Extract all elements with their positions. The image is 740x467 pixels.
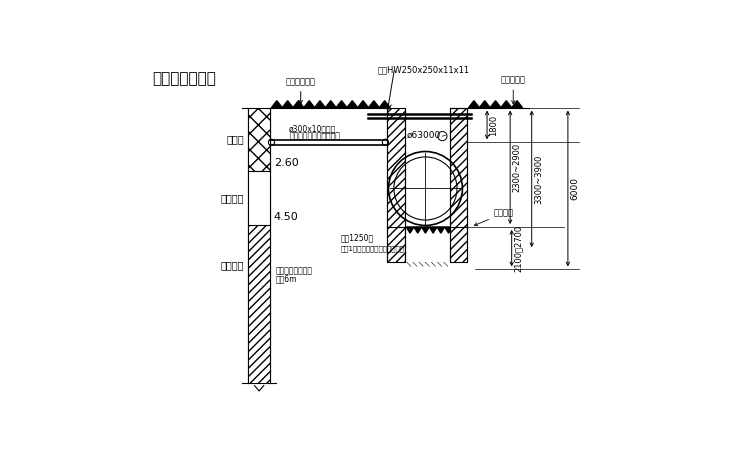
Polygon shape <box>414 227 422 233</box>
Text: 2.60: 2.60 <box>274 158 298 169</box>
Polygon shape <box>511 101 522 107</box>
Bar <box>405 107 450 262</box>
Text: 粉质粘土: 粉质粘土 <box>221 261 244 270</box>
Bar <box>387 107 405 262</box>
Polygon shape <box>282 101 293 107</box>
Text: 1800: 1800 <box>489 114 498 135</box>
Polygon shape <box>336 101 347 107</box>
Text: 底杩1250厘: 底杩1250厘 <box>340 234 374 243</box>
Polygon shape <box>304 101 314 107</box>
Polygon shape <box>480 101 490 107</box>
Polygon shape <box>293 101 304 107</box>
Polygon shape <box>272 101 282 107</box>
Polygon shape <box>501 101 511 107</box>
Polygon shape <box>406 227 414 233</box>
Bar <box>249 225 270 383</box>
Bar <box>249 107 270 171</box>
Text: 开挖底面: 开挖底面 <box>474 208 514 226</box>
Polygon shape <box>422 227 429 233</box>
Text: 2100～2700: 2100～2700 <box>514 225 523 272</box>
Polygon shape <box>314 101 326 107</box>
Text: 框长6m: 框长6m <box>276 275 297 283</box>
Polygon shape <box>369 101 380 107</box>
Polygon shape <box>357 101 369 107</box>
Text: 板夹箍与钉管同采用同等: 板夹箍与钉管同采用同等 <box>289 131 340 141</box>
Text: ø63000: ø63000 <box>406 131 440 140</box>
Polygon shape <box>490 101 501 107</box>
Text: 4.50: 4.50 <box>274 212 298 222</box>
Text: 腑桦HW250x250x11x11: 腑桦HW250x250x11x11 <box>377 65 470 74</box>
Text: 2300~2900: 2300~2900 <box>513 143 522 192</box>
Polygon shape <box>380 101 390 107</box>
Polygon shape <box>429 227 437 233</box>
Text: 3300~3900: 3300~3900 <box>534 154 543 204</box>
Polygon shape <box>326 101 336 107</box>
Text: 细砂层土: 细砂层土 <box>221 193 244 203</box>
Text: 底杩1浇筑后形式参见文字说明处: 底杩1浇筑后形式参见文字说明处 <box>340 245 405 252</box>
Text: 6000: 6000 <box>571 177 579 200</box>
Text: ø300x10钉管管: ø300x10钉管管 <box>289 125 337 134</box>
Polygon shape <box>347 101 357 107</box>
Text: 原地面标线: 原地面标线 <box>501 76 525 104</box>
Polygon shape <box>468 101 480 107</box>
Polygon shape <box>445 227 452 233</box>
Text: 钻孔剖面示意图: 钻孔剖面示意图 <box>152 71 216 85</box>
Polygon shape <box>437 227 445 233</box>
Bar <box>249 171 270 225</box>
Text: 原地地面标线: 原地地面标线 <box>286 77 316 104</box>
Text: 素填土: 素填土 <box>227 134 244 144</box>
Text: 目录道理整理框底: 目录道理整理框底 <box>276 266 313 275</box>
Bar <box>450 107 467 262</box>
